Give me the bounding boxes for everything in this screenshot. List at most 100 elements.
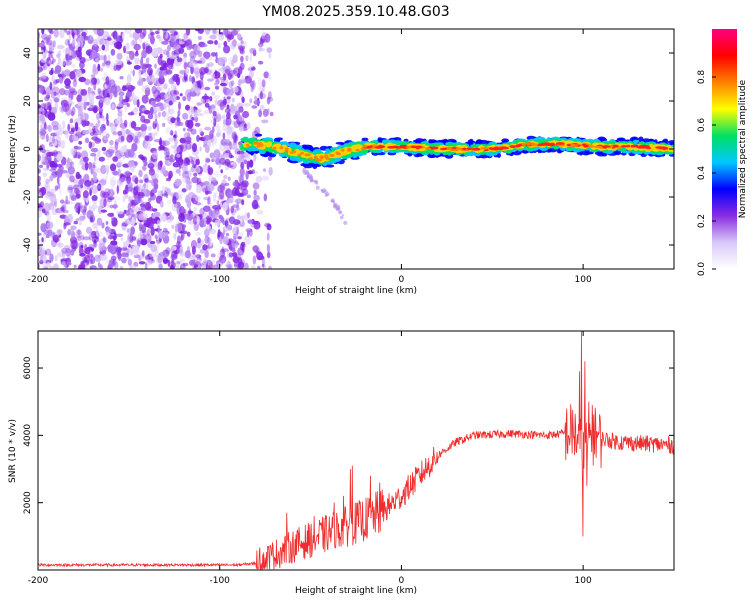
noise-speck <box>41 148 46 154</box>
noise-speck <box>246 194 251 199</box>
ridge-core <box>514 145 520 148</box>
noise-speck <box>102 116 107 121</box>
noise-speck <box>170 154 174 159</box>
noise-speck <box>39 114 44 122</box>
ridge-core <box>347 148 352 152</box>
noise-speck <box>54 198 57 208</box>
noise-speck <box>142 41 148 48</box>
noise-speck <box>151 188 158 194</box>
noise-speck <box>189 114 194 123</box>
noise-speck <box>110 163 117 172</box>
noise-speck <box>112 30 118 40</box>
noise-speck <box>57 242 64 248</box>
noise-speck <box>55 129 63 137</box>
ridge-core <box>355 148 360 152</box>
noise-speck <box>215 157 221 165</box>
noise-speck <box>152 43 158 47</box>
noise-speck <box>204 52 210 60</box>
noise-speck <box>213 117 217 127</box>
noise-speck <box>209 228 216 235</box>
noise-speck <box>146 228 150 236</box>
noise-speck <box>112 170 119 176</box>
noise-speck <box>65 131 68 139</box>
noise-speck <box>214 82 219 86</box>
noise-speck <box>232 181 239 187</box>
y-tick-label: 0 <box>23 146 33 152</box>
noise-speck <box>70 225 74 234</box>
noise-speck <box>130 69 136 75</box>
noise-speck <box>38 209 42 218</box>
noise-speck <box>195 195 201 202</box>
noise-speck <box>121 85 127 92</box>
noise-speck <box>40 57 47 63</box>
ridge-core <box>258 142 263 145</box>
noise-speck <box>82 129 90 135</box>
noise-speck <box>84 180 92 187</box>
branch-speck <box>306 174 311 179</box>
noise-speck <box>217 229 221 238</box>
noise-speck <box>204 228 210 238</box>
noise-speck <box>102 235 106 244</box>
noise-speck <box>223 44 231 54</box>
noise-speck <box>196 134 200 142</box>
noise-speck <box>145 179 153 184</box>
noise-speck <box>200 202 204 206</box>
noise-speck <box>112 204 118 209</box>
noise-speck <box>131 216 136 226</box>
noise-speck <box>142 42 146 51</box>
noise-speck <box>97 88 101 93</box>
noise-speck <box>94 138 102 144</box>
noise-speck <box>77 37 85 42</box>
noise-speck <box>145 45 153 54</box>
ridge-core <box>300 151 305 155</box>
noise-speck <box>164 186 168 192</box>
noise-speck <box>202 244 208 251</box>
noise-speck <box>131 39 136 46</box>
noise-speck <box>140 123 148 132</box>
noise-speck <box>74 187 80 195</box>
noise-speck <box>226 96 231 100</box>
noise-speck <box>40 159 49 166</box>
noise-speck <box>140 56 144 66</box>
x-tick-label: 0 <box>399 576 405 586</box>
noise-speck <box>154 106 161 112</box>
noise-speck <box>133 65 141 70</box>
noise-speck <box>133 187 137 191</box>
noise-speck <box>46 212 51 222</box>
noise-speck <box>62 209 69 214</box>
noise-speck <box>137 186 141 194</box>
noise-speck <box>188 184 192 189</box>
noise-speck <box>138 70 142 80</box>
noise-speck <box>169 158 175 163</box>
noise-speck <box>41 103 47 109</box>
noise-speck <box>91 243 98 249</box>
noise-speck <box>98 47 102 52</box>
noise-speck <box>42 167 50 171</box>
noise-speck <box>62 61 66 68</box>
noise-speck <box>231 97 235 103</box>
noise-speck <box>71 128 75 133</box>
noise-speck <box>134 135 139 144</box>
ridge-cell <box>623 150 632 154</box>
noise-speck <box>117 103 124 108</box>
ridge-core <box>272 146 277 150</box>
noise-speck <box>53 234 60 243</box>
noise-speck <box>206 217 211 224</box>
noise-speck <box>185 119 190 128</box>
noise-speck <box>207 164 211 175</box>
noise-speck <box>69 118 74 124</box>
noise-speck <box>179 206 185 215</box>
noise-speck <box>123 119 128 128</box>
noise-speck <box>62 120 66 130</box>
noise-speck <box>195 63 199 73</box>
noise-speck <box>106 200 111 209</box>
noise-speck <box>199 57 206 65</box>
noise-speck <box>97 149 101 158</box>
noise-speck <box>97 63 101 72</box>
noise-speck <box>184 89 192 98</box>
noise-speck <box>167 87 171 96</box>
noise-speck <box>99 253 108 261</box>
noise-speck <box>80 262 86 269</box>
noise-speck <box>228 153 233 159</box>
